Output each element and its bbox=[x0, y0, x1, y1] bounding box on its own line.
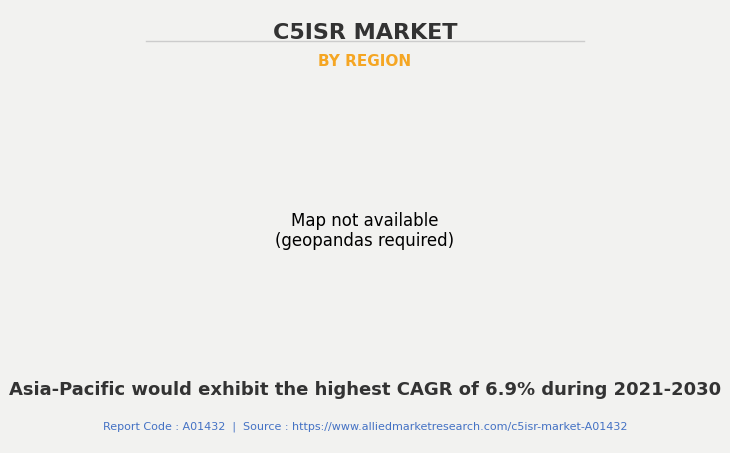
Text: C5ISR MARKET: C5ISR MARKET bbox=[273, 23, 457, 43]
Text: Report Code : A01432  |  Source : https://www.alliedmarketresearch.com/c5isr-mar: Report Code : A01432 | Source : https://… bbox=[103, 421, 627, 432]
Text: Asia-Pacific would exhibit the highest CAGR of 6.9% during 2021-2030: Asia-Pacific would exhibit the highest C… bbox=[9, 381, 721, 399]
Text: BY REGION: BY REGION bbox=[318, 54, 412, 69]
Text: Map not available
(geopandas required): Map not available (geopandas required) bbox=[275, 212, 455, 251]
